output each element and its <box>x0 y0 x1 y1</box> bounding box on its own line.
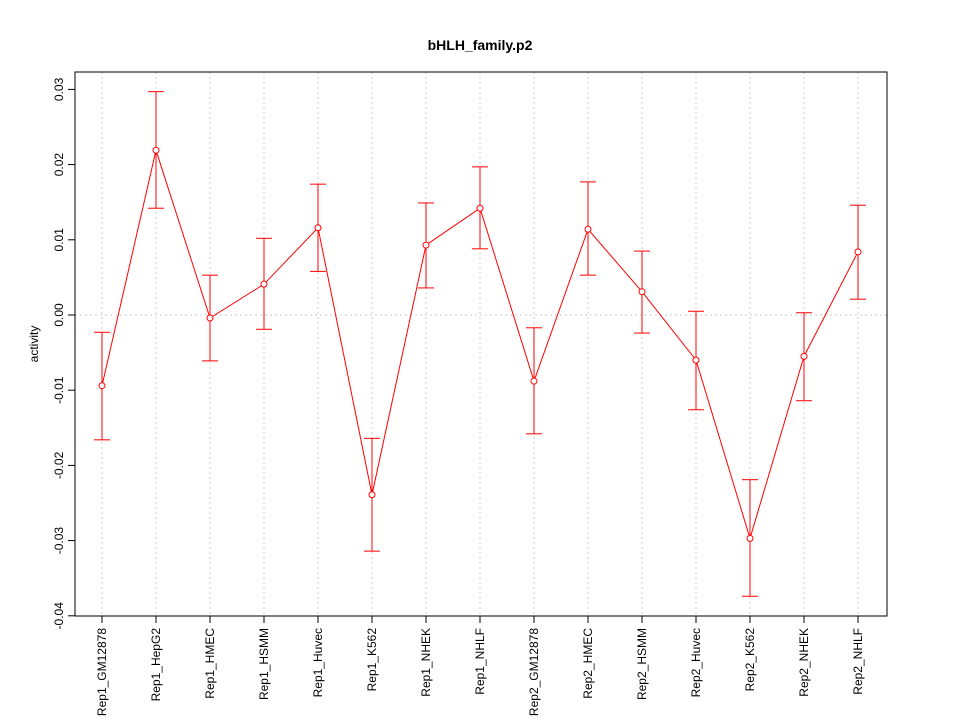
x-tick-label: Rep2_NHLF <box>851 628 865 695</box>
grid <box>75 72 887 616</box>
x-axis: Rep1_GM12878 Rep1_HepG2 Rep1_HMEC Rep1_HSMM… <box>95 616 865 716</box>
y-tick-label: -0.04 <box>52 602 66 630</box>
y-axis-label: activity <box>27 326 41 363</box>
x-tick-label: Rep1_K562 <box>365 628 379 692</box>
y-tick-label: -0.01 <box>52 376 66 404</box>
x-tick-label: Rep1_Huvec <box>311 628 325 697</box>
y-axis: -0.04 -0.03 -0.02 -0.01 0.00 0.01 0.02 0.03 <box>52 77 75 629</box>
y-tick-label: 0.02 <box>52 153 66 177</box>
data-marks <box>94 91 866 597</box>
chart-title: bHLH_family.p2 <box>428 37 533 53</box>
x-tick-label: Rep1_NHLF <box>473 628 487 695</box>
data-point <box>260 280 268 288</box>
data-point <box>530 377 538 385</box>
data-point <box>422 241 430 249</box>
x-tick-label: Rep1_GM12878 <box>95 628 109 716</box>
x-tick-label: Rep1_HMEC <box>203 628 217 699</box>
data-point <box>638 288 646 296</box>
x-tick-label: Rep2_GM12878 <box>527 628 541 716</box>
data-point <box>314 224 322 232</box>
x-tick-label: Rep2_HSMM <box>635 628 649 700</box>
data-point <box>476 204 484 212</box>
data-point <box>854 248 862 256</box>
y-tick-label: 0.01 <box>52 228 66 252</box>
data-point <box>368 491 376 499</box>
data-point <box>206 314 214 322</box>
x-tick-label: Rep2_HMEC <box>581 628 595 699</box>
data-point <box>152 146 160 154</box>
x-tick-label: Rep2_Huvec <box>689 628 703 697</box>
data-point <box>692 356 700 364</box>
data-point <box>98 382 106 390</box>
x-tick-label: Rep1_HSMM <box>257 628 271 700</box>
y-tick-label: -0.03 <box>52 527 66 555</box>
x-tick-label: Rep2_K562 <box>743 628 757 692</box>
x-tick-label: Rep1_NHEK <box>419 628 433 697</box>
data-point <box>746 534 754 542</box>
x-tick-label: Rep2_NHEK <box>797 628 811 697</box>
data-point <box>800 352 808 360</box>
x-tick-label: Rep1_HepG2 <box>149 628 163 702</box>
y-tick-label: -0.02 <box>52 451 66 479</box>
y-tick-label: 0.00 <box>52 303 66 327</box>
y-tick-label: 0.03 <box>52 77 66 101</box>
data-point <box>584 225 592 233</box>
plot-frame <box>74 71 888 617</box>
